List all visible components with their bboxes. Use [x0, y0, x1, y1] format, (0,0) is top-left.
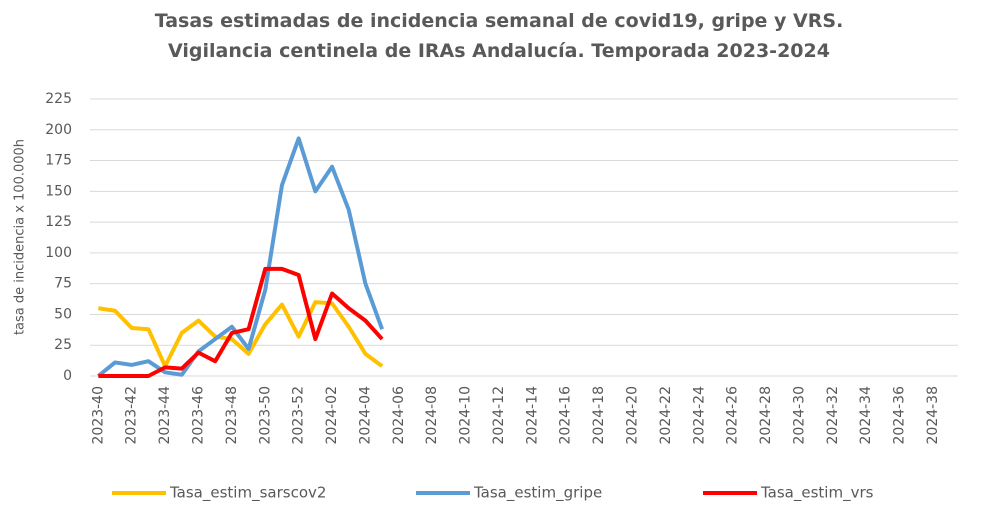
y-tick-label: 125 — [45, 214, 72, 230]
y-tick-label: 150 — [45, 183, 72, 199]
x-tick-label: 2024-14 — [524, 386, 540, 445]
x-tick-label: 2024-30 — [791, 386, 807, 445]
title-box: Tasas estimadas de incidencia semanal de… — [0, 6, 998, 66]
x-tick-label: 2024-38 — [925, 386, 941, 445]
x-tick-label: 2024-22 — [658, 386, 674, 445]
y-tick-label: 25 — [54, 337, 72, 353]
y-tick-label: 0 — [63, 368, 72, 384]
y-tick-label: 50 — [54, 306, 72, 322]
x-tick-label: 2024-02 — [324, 386, 340, 445]
x-tick-label: 2024-10 — [458, 386, 474, 445]
y-tick-label: 200 — [45, 122, 72, 138]
x-tick-label: 2023-44 — [157, 386, 173, 445]
legend-label: Tasa_estim_vrs — [760, 484, 874, 503]
y-tick-label: 75 — [54, 276, 72, 292]
x-tick-label: 2024-04 — [357, 386, 373, 445]
x-tick-label: 2024-16 — [558, 386, 574, 445]
x-tick-label: 2024-34 — [858, 386, 874, 445]
x-tick-label: 2024-08 — [424, 386, 440, 445]
x-tick-label: 2024-24 — [691, 386, 707, 445]
y-tick-label: 100 — [45, 245, 72, 261]
y-tick-label: 225 — [45, 91, 72, 107]
chart-title: Tasas estimadas de incidencia semanal de… — [154, 10, 844, 62]
series-line — [97, 136, 384, 378]
x-tick-label: 2024-28 — [758, 386, 774, 445]
legend-label: Tasa_estim_gripe — [473, 484, 602, 503]
x-tick-label: 2023-42 — [124, 386, 140, 445]
series-line — [98, 300, 384, 369]
x-tick-label: 2023-46 — [191, 386, 207, 445]
series-line — [98, 266, 384, 378]
x-tick-label: 2024-12 — [491, 386, 507, 445]
x-tick-label: 2024-26 — [725, 386, 741, 445]
y-axis-label: tasa de incidencia x 100.000h — [13, 139, 28, 335]
x-tick-label: 2023-40 — [90, 386, 106, 445]
x-tick-label: 2024-36 — [892, 386, 908, 445]
x-tick-label: 2024-06 — [391, 386, 407, 445]
x-tick-label: 2023-48 — [224, 386, 240, 445]
x-tick-label: 2023-52 — [291, 386, 307, 445]
y-tick-label: 175 — [45, 153, 72, 169]
legend-label: Tasa_estim_sarscov2 — [169, 484, 326, 503]
x-tick-label: 2024-18 — [591, 386, 607, 445]
x-tick-label: 2024-20 — [625, 386, 641, 445]
x-tick-label: 2024-32 — [825, 386, 841, 445]
x-tick-label: 2023-50 — [257, 386, 273, 445]
